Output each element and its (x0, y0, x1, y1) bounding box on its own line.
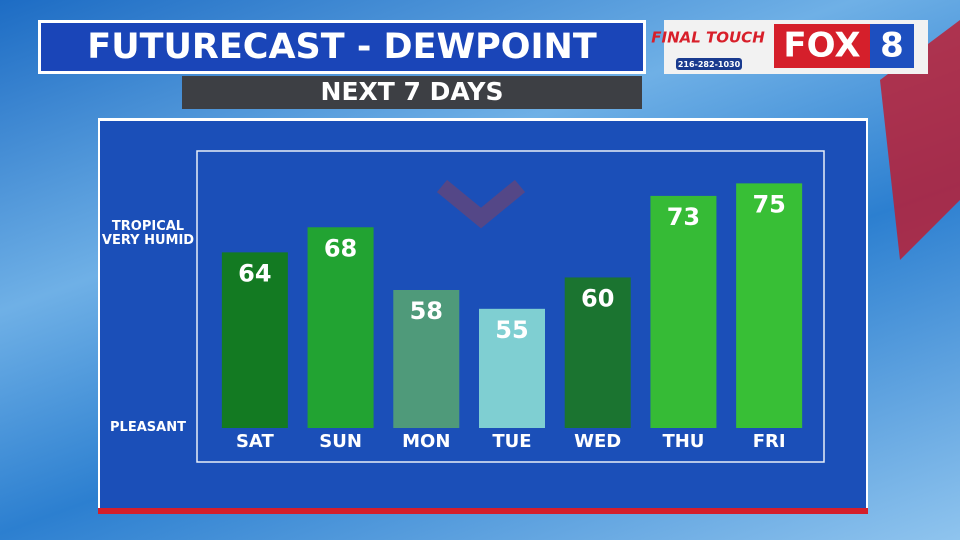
panel-stripe (98, 508, 868, 514)
value-label: 58 (410, 297, 443, 325)
bar (564, 277, 631, 428)
value-label: 68 (324, 234, 357, 262)
bar (650, 195, 717, 428)
value-label: 55 (495, 316, 528, 344)
x-tick-label: THU (662, 431, 704, 452)
decor-stripe (880, 20, 960, 260)
subtitle-box (182, 76, 642, 109)
x-tick-label: SAT (236, 431, 274, 452)
x-tick-label: SUN (319, 431, 362, 452)
bar (307, 227, 374, 428)
y-tick-label: PLEASANT (110, 420, 186, 435)
x-tick-label: FRI (753, 431, 786, 452)
sponsor-phone: 216-282-1030 (678, 60, 741, 69)
x-tick-label: MON (402, 431, 450, 452)
x-tick-label: TUE (492, 431, 531, 452)
title-box (41, 23, 643, 71)
plot-frame (196, 150, 825, 463)
phone-box (676, 58, 742, 70)
channel-box (870, 24, 914, 68)
bar (393, 290, 460, 428)
value-label: 60 (581, 284, 614, 312)
station-logo: FOX (783, 26, 860, 66)
station-box (774, 24, 870, 68)
value-label: 75 (752, 190, 785, 218)
bar (221, 252, 288, 428)
channel-logo: 8 (880, 26, 904, 66)
x-tick-label: WED (574, 431, 621, 452)
bar (736, 183, 803, 428)
chart-subtitle: NEXT 7 DAYS (321, 77, 504, 106)
bar (479, 308, 545, 428)
value-label: 73 (667, 203, 700, 231)
y-tick-label: TROPICAL VERY HUMID (101, 218, 195, 248)
decor-chevron (436, 179, 526, 229)
sponsor-logo: FINAL TOUCH (651, 29, 765, 47)
chart-title: FUTURECAST - DEWPOINT (87, 27, 597, 67)
value-label: 64 (238, 259, 271, 287)
